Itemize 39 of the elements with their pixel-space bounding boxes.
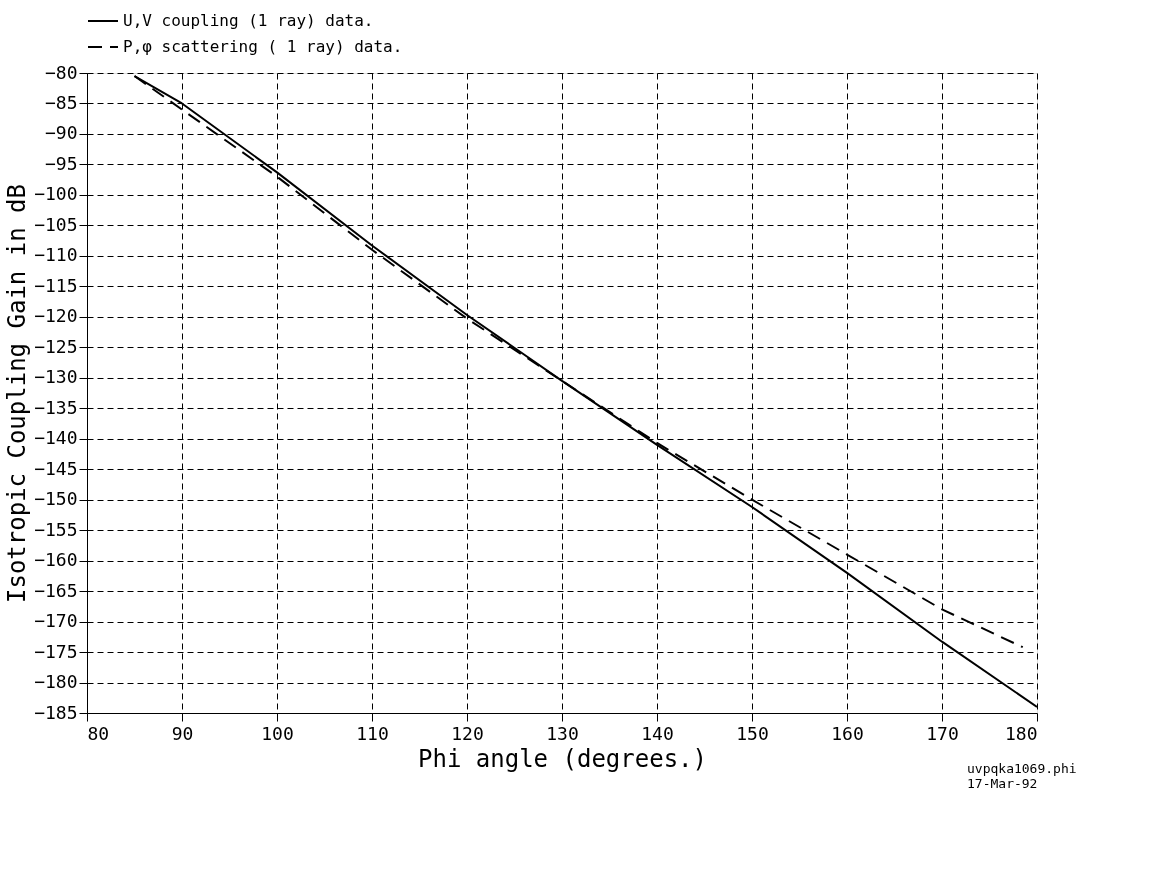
- x-tick-label: 140: [641, 722, 674, 744]
- y-tick-label: −180: [34, 671, 78, 693]
- y-tick-label: −130: [34, 366, 78, 388]
- x-tick-label: 150: [736, 722, 769, 744]
- y-tick-label: −155: [34, 518, 78, 540]
- y-tick-label: −110: [34, 244, 78, 266]
- y-tick-label: −165: [34, 579, 78, 601]
- y-tick-label: −100: [34, 183, 78, 205]
- y-tick-label: −185: [34, 701, 78, 723]
- x-tick-label: 110: [356, 722, 389, 744]
- legend-label: U,V coupling (1 ray) data.: [123, 11, 374, 30]
- text: uvpqka1069.phi: [967, 761, 1077, 776]
- y-tick-label: −105: [34, 213, 78, 235]
- legend-label: P,φ scattering ( 1 ray) data.: [123, 37, 403, 56]
- x-tick-label: 90: [171, 722, 194, 744]
- x-tick-label: 170: [926, 722, 959, 744]
- y-tick-label: −95: [44, 152, 78, 174]
- y-tick-label: −150: [34, 488, 78, 510]
- y-tick-label: −125: [34, 335, 78, 357]
- y-tick-label: −115: [34, 274, 78, 296]
- text: 17-Mar-92: [967, 776, 1038, 791]
- y-tick-label: −120: [34, 305, 78, 327]
- y-tick-label: −85: [44, 91, 78, 113]
- y-tick-label: −135: [34, 396, 78, 418]
- x-axis-title: Phi angle (degrees.): [418, 744, 707, 773]
- y-tick-label: −90: [44, 122, 78, 144]
- y-tick-label: −170: [34, 610, 78, 632]
- x-tick-label: 100: [261, 722, 294, 744]
- x-tick-label: 120: [451, 722, 484, 744]
- y-tick-label: −160: [34, 549, 78, 571]
- y-tick-label: −80: [44, 61, 78, 83]
- y-axis-title: Isotropic Coupling Gain in dB: [3, 183, 32, 604]
- y-tick-label: −145: [34, 457, 78, 479]
- y-tick-label: −140: [34, 427, 78, 449]
- y-tick-label: −175: [34, 640, 78, 662]
- x-tick-label: 160: [831, 722, 864, 744]
- x-tick-label: 180: [1004, 722, 1038, 744]
- x-tick-label: 80: [87, 722, 110, 744]
- x-tick-label: 130: [546, 722, 579, 744]
